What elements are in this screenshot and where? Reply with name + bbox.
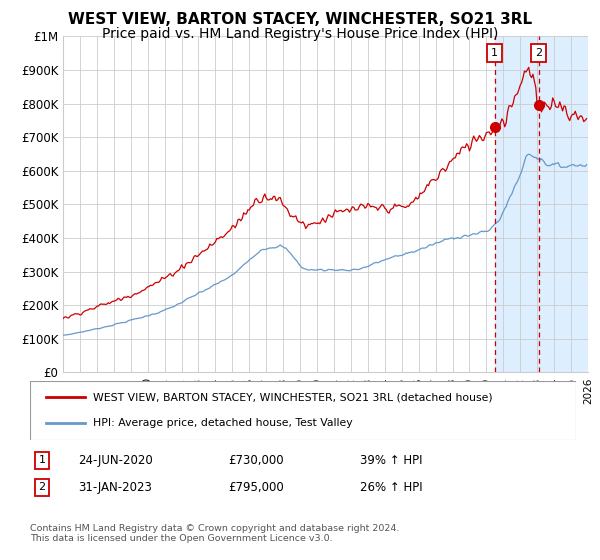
Text: Price paid vs. HM Land Registry's House Price Index (HPI): Price paid vs. HM Land Registry's House … bbox=[102, 27, 498, 41]
Text: 24-JUN-2020: 24-JUN-2020 bbox=[78, 454, 153, 467]
Bar bbox=[494, 36, 539, 372]
Text: Contains HM Land Registry data © Crown copyright and database right 2024.
This d: Contains HM Land Registry data © Crown c… bbox=[30, 524, 400, 543]
Text: 1: 1 bbox=[38, 455, 46, 465]
Text: 2: 2 bbox=[38, 482, 46, 492]
Text: £730,000: £730,000 bbox=[228, 454, 284, 467]
Text: £795,000: £795,000 bbox=[228, 480, 284, 494]
Text: WEST VIEW, BARTON STACEY, WINCHESTER, SO21 3RL: WEST VIEW, BARTON STACEY, WINCHESTER, SO… bbox=[68, 12, 532, 27]
Text: WEST VIEW, BARTON STACEY, WINCHESTER, SO21 3RL (detached house): WEST VIEW, BARTON STACEY, WINCHESTER, SO… bbox=[93, 392, 493, 402]
Text: 26% ↑ HPI: 26% ↑ HPI bbox=[360, 480, 422, 494]
Text: 1: 1 bbox=[491, 48, 498, 58]
Bar bbox=[539, 36, 588, 372]
Text: 2: 2 bbox=[535, 48, 542, 58]
Text: 39% ↑ HPI: 39% ↑ HPI bbox=[360, 454, 422, 467]
Text: HPI: Average price, detached house, Test Valley: HPI: Average price, detached house, Test… bbox=[93, 418, 352, 428]
Text: 31-JAN-2023: 31-JAN-2023 bbox=[78, 480, 152, 494]
